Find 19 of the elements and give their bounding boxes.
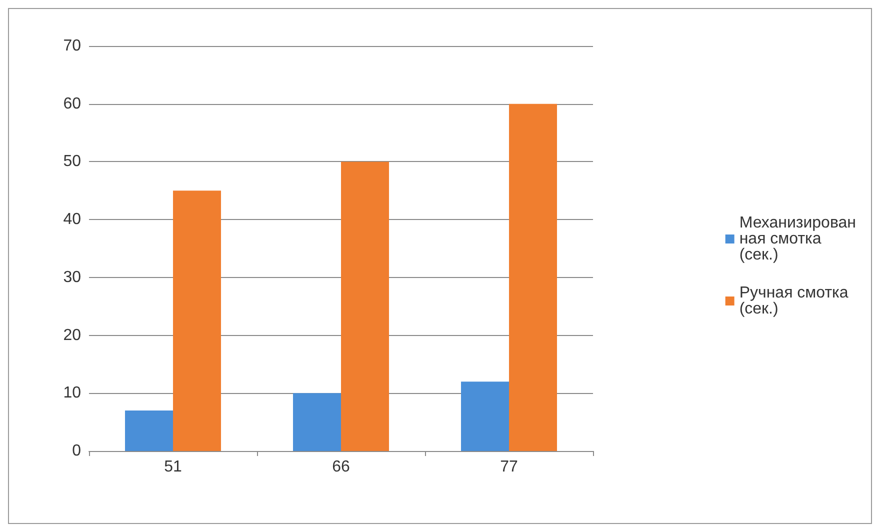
bar	[293, 393, 341, 451]
bar	[341, 162, 389, 451]
y-tick-label: 70	[63, 38, 82, 54]
legend-label: Ручная смотка (сек.)	[739, 284, 853, 318]
y-tick-label: 20	[63, 326, 82, 344]
x-tick-label: 66	[332, 458, 350, 476]
y-tick-label: 40	[63, 211, 82, 228]
x-tick-label: 51	[164, 458, 182, 476]
y-tick-label: 60	[63, 95, 82, 112]
y-tick-label: 10	[63, 384, 82, 402]
bar	[509, 104, 557, 451]
y-tick-label: 50	[63, 153, 82, 170]
x-tick-label: 77	[500, 458, 518, 476]
legend-label: Механизированная смотка (сек.)	[739, 214, 856, 264]
bar	[125, 410, 173, 451]
bar	[461, 382, 509, 451]
y-tick-label: 0	[72, 442, 82, 460]
y-tick-label: 30	[63, 268, 82, 286]
bar	[173, 190, 221, 451]
